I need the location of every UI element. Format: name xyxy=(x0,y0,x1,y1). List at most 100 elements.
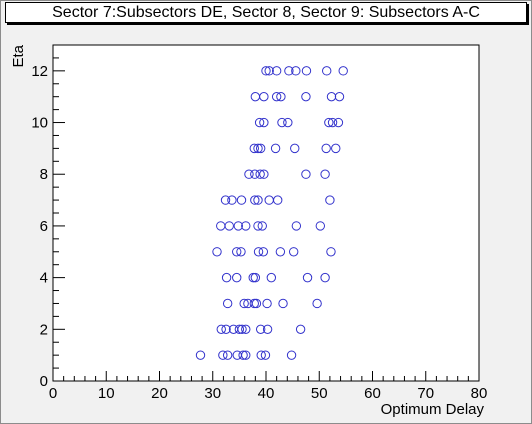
data-point xyxy=(270,143,281,154)
data-point xyxy=(261,66,271,76)
data-point xyxy=(276,91,286,102)
data-point xyxy=(331,143,341,154)
data-point xyxy=(301,91,311,102)
data-point xyxy=(233,221,244,231)
data-point xyxy=(256,350,266,360)
data-point xyxy=(262,324,273,335)
data-point xyxy=(312,298,322,309)
data-point xyxy=(224,221,234,231)
data-markers xyxy=(195,66,348,360)
data-point xyxy=(212,247,222,257)
data-point xyxy=(237,324,247,335)
data-point xyxy=(320,169,330,179)
data-point xyxy=(295,324,306,335)
data-point xyxy=(257,221,267,231)
data-point xyxy=(333,117,344,128)
data-point xyxy=(250,195,260,205)
x-tick-label: 30 xyxy=(204,385,221,402)
data-point xyxy=(248,272,258,283)
data-point xyxy=(236,195,247,205)
y-tick-label: 2 xyxy=(40,321,48,338)
data-point xyxy=(216,324,226,335)
data-point xyxy=(260,350,271,360)
data-point xyxy=(327,117,338,128)
data-point xyxy=(221,272,232,283)
data-point xyxy=(321,143,331,154)
data-point xyxy=(244,169,254,179)
data-point xyxy=(322,66,332,76)
chart-title: Sector 7:Subsectors DE, Sector 8, Sector… xyxy=(5,2,527,23)
data-point xyxy=(302,272,313,283)
data-point xyxy=(259,117,269,128)
y-tick-label: 10 xyxy=(31,115,48,132)
data-point xyxy=(288,247,299,257)
data-point xyxy=(278,298,288,309)
data-point xyxy=(234,324,245,335)
x-tick-label: 50 xyxy=(311,385,328,402)
y-tick-label: 4 xyxy=(40,270,48,287)
data-point xyxy=(241,221,251,231)
y-axis-label: Eta xyxy=(10,44,27,67)
data-point xyxy=(222,350,233,360)
data-point xyxy=(241,324,251,335)
data-point xyxy=(253,221,263,231)
data-point xyxy=(271,91,282,102)
data-point xyxy=(232,247,242,257)
data-point xyxy=(283,117,293,128)
data-point xyxy=(290,143,300,154)
data-point xyxy=(251,298,262,309)
data-point xyxy=(253,143,263,154)
x-tick-label: 0 xyxy=(49,385,57,402)
data-point xyxy=(324,117,334,128)
y-tick-label: 12 xyxy=(31,63,48,80)
x-tick-label: 80 xyxy=(471,385,488,402)
data-point xyxy=(239,298,249,309)
data-point xyxy=(218,350,228,360)
x-axis-label: Optimum Delay xyxy=(381,401,485,418)
x-tick-label: 40 xyxy=(258,385,275,402)
data-point xyxy=(259,91,269,102)
data-point xyxy=(315,221,326,231)
data-point xyxy=(221,324,231,335)
data-point xyxy=(241,350,251,360)
data-point xyxy=(255,143,266,154)
data-point xyxy=(284,66,294,76)
data-point xyxy=(253,195,263,205)
data-point xyxy=(266,272,277,283)
data-point xyxy=(195,350,206,360)
data-point xyxy=(236,247,246,257)
data-point xyxy=(249,143,259,154)
data-point xyxy=(291,221,302,231)
y-tick-label: 6 xyxy=(40,218,48,235)
y-tick-label: 0 xyxy=(40,373,48,390)
data-point xyxy=(259,169,269,179)
data-point xyxy=(334,91,345,102)
data-point xyxy=(301,169,311,179)
data-point xyxy=(320,272,330,283)
axis-ticks: 0 10 20 30 40 50 60 70 80 0 2 4 6 8 10 12 xyxy=(31,44,488,402)
data-point xyxy=(249,298,259,309)
data-point xyxy=(232,272,242,283)
x-tick-label: 10 xyxy=(98,385,115,402)
data-point xyxy=(271,66,282,76)
data-point xyxy=(264,66,274,76)
data-point xyxy=(326,247,336,257)
data-point xyxy=(254,117,265,128)
x-tick-label: 70 xyxy=(417,385,434,402)
data-point xyxy=(255,324,266,335)
data-point xyxy=(277,117,287,128)
data-point xyxy=(227,195,237,205)
x-tick-label: 60 xyxy=(364,385,381,402)
data-point xyxy=(250,272,261,283)
data-point xyxy=(258,247,269,257)
data-point xyxy=(250,169,260,179)
plot-frame xyxy=(52,44,480,382)
data-point xyxy=(325,195,335,205)
y-tick-label: 8 xyxy=(40,166,48,183)
data-point xyxy=(222,298,233,309)
x-tick-label: 20 xyxy=(151,385,168,402)
data-point xyxy=(262,298,272,309)
data-point xyxy=(338,66,348,76)
